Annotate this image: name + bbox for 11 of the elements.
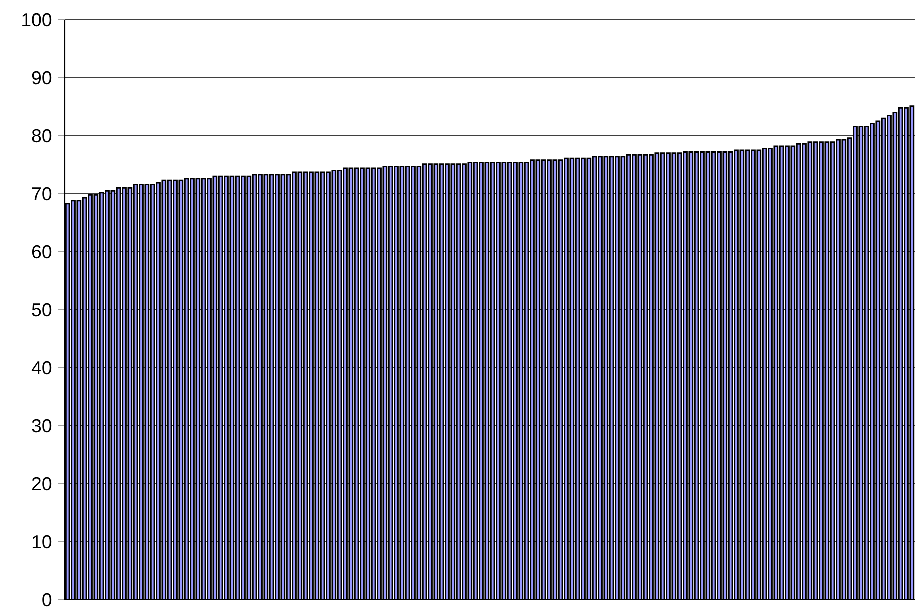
y-tick-label: 10 [32,535,52,549]
y-tick-label: 100 [22,13,52,27]
y-tick-label: 20 [32,477,52,491]
y-tick-label: 60 [32,245,52,259]
y-tick-label: 40 [32,361,52,375]
y-tick-label: 50 [32,303,52,317]
y-tick-label: 30 [32,419,52,433]
y-tick-label: 80 [32,129,52,143]
y-tick-label: 90 [32,71,52,85]
y-tick-label: 0 [42,593,52,607]
y-tick-label: 70 [32,187,52,201]
